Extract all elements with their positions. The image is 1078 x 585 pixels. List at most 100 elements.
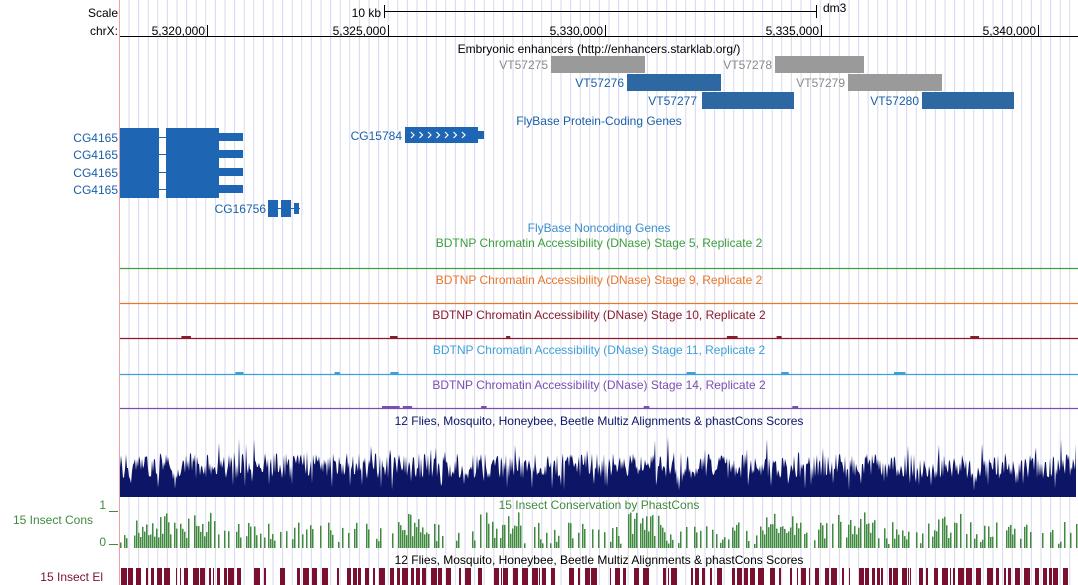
dnase-track-title[interactable]: BDTNP Chromatin Accessibility (DNase) St…	[436, 236, 763, 250]
gene-label[interactable]: CG16756	[215, 202, 267, 216]
cons-bar	[874, 520, 876, 548]
cons-bar	[414, 522, 416, 548]
dnase-track-title[interactable]: BDTNP Chromatin Accessibility (DNase) St…	[432, 378, 766, 392]
cons-track-signal[interactable]	[120, 512, 1078, 548]
cons-bar	[520, 525, 522, 548]
elements-track-blocks[interactable]	[121, 568, 1068, 585]
cons-bar	[620, 543, 622, 548]
conserved-element	[151, 568, 154, 585]
cons-bar	[826, 523, 828, 548]
cons-bar	[206, 532, 208, 548]
conserved-element	[411, 568, 414, 585]
gene-cg4165-isoform[interactable]: CG4165	[73, 180, 243, 198]
conserved-element	[790, 568, 792, 585]
dnase-track-title[interactable]: BDTNP Chromatin Accessibility (DNase) St…	[433, 343, 766, 357]
enhancer-vt57280[interactable]	[922, 92, 1014, 109]
cons-bar	[878, 538, 880, 548]
enhancer-label[interactable]: VT57278	[723, 58, 772, 72]
gene-label[interactable]: CG4165	[73, 166, 118, 180]
cons-bar	[250, 526, 252, 548]
enhancer-vt57276[interactable]	[627, 74, 721, 91]
conserved-element	[809, 568, 810, 585]
multiz-track-title[interactable]: 12 Flies, Mosquito, Honeybee, Beetle Mul…	[395, 414, 804, 428]
enhancer-vt57275[interactable]	[551, 56, 645, 73]
conserved-element	[758, 568, 764, 585]
enhancers-track[interactable]: VT57275 VT57276 VT57277 VT57278 VT57279 VT572…	[499, 56, 1014, 109]
enhancer-label[interactable]: VT57275	[499, 58, 548, 72]
cons-bar	[378, 541, 380, 548]
enhancer-label[interactable]: VT57276	[575, 76, 624, 90]
gene-cg15784[interactable]: CG15784	[351, 127, 484, 143]
conserved-element	[825, 568, 829, 585]
cons-bar	[654, 536, 656, 548]
protein-coding-track-title[interactable]: FlyBase Protein-Coding Genes	[516, 114, 681, 128]
cons-bar	[922, 533, 924, 548]
elements-side-label[interactable]: 15 Insect El	[40, 570, 103, 584]
dnase-track-stage[interactable]: BDTNP Chromatin Accessibility (DNase) St…	[120, 343, 1078, 376]
cons-bar	[832, 523, 834, 548]
cons-bar	[198, 526, 200, 548]
cons-bar	[572, 538, 574, 548]
dnase-peak	[792, 406, 799, 408]
enhancer-vt57278[interactable]	[775, 56, 864, 73]
dnase-peak	[334, 372, 340, 374]
conserved-element	[1015, 568, 1020, 585]
cons-side-label[interactable]: 15 Insect Cons	[13, 513, 93, 527]
cons-bar	[792, 516, 794, 548]
strand-arrow	[461, 131, 466, 139]
conserved-element	[966, 568, 972, 585]
cons-bar	[124, 535, 126, 548]
conserved-element	[910, 568, 911, 585]
dnase-track-stage[interactable]: BDTNP Chromatin Accessibility (DNase) St…	[120, 308, 1078, 340]
gene-cg16756[interactable]: CG16756	[215, 200, 300, 217]
cons-bar	[818, 529, 820, 548]
gene-cg4165-isoform[interactable]: CG4165	[73, 163, 243, 181]
cons-bar	[784, 528, 786, 548]
dnase-peak	[686, 372, 696, 374]
enhancer-label[interactable]: VT57280	[870, 94, 919, 108]
cons-bar	[512, 528, 514, 548]
enhancer-label[interactable]: VT57279	[796, 76, 845, 90]
gene-label[interactable]: CG4165	[73, 183, 118, 197]
dnase-track-stage[interactable]: BDTNP Chromatin Accessibility (DNase) St…	[120, 273, 1078, 305]
cons-bar	[292, 539, 294, 548]
gene-cg4165-isoform[interactable]: CG4165	[73, 145, 243, 163]
conserved-element	[893, 568, 898, 585]
dnase-track-title[interactable]: BDTNP Chromatin Accessibility (DNase) St…	[432, 308, 766, 322]
conserved-element	[779, 568, 781, 585]
elements-track-title[interactable]: 12 Flies, Mosquito, Honeybee, Beetle Mul…	[395, 553, 804, 567]
gene-label[interactable]: CG4165	[73, 148, 118, 162]
cons-bar	[392, 533, 394, 548]
cons-bar	[424, 534, 426, 548]
cons-bar	[1020, 538, 1022, 548]
dnase-track-stage[interactable]: BDTNP Chromatin Accessibility (DNase) St…	[120, 236, 1078, 270]
cons-bar	[650, 516, 652, 548]
cons-bar	[734, 530, 736, 548]
cons-bar	[604, 532, 606, 548]
cons-bar	[160, 517, 162, 548]
cons-track-title[interactable]: 15 Insect Conservation by PhastCons	[499, 498, 700, 512]
gene-cg4165-isoform[interactable]: CG4165	[73, 128, 243, 146]
enhancer-vt57279[interactable]	[848, 74, 942, 91]
dnase-track-stage[interactable]: BDTNP Chromatin Accessibility (DNase) St…	[120, 378, 1078, 410]
protein-coding-track[interactable]: CG4165 CG4165 CG4165 CG4165 CG15784 CG16756	[73, 127, 484, 217]
dnase-tracks[interactable]: BDTNP Chromatin Accessibility (DNase) St…	[120, 236, 1078, 410]
cons-bar	[768, 527, 770, 548]
cons-bar	[872, 522, 874, 548]
multiz-track-signal[interactable]	[120, 436, 1076, 497]
cons-bar	[866, 524, 868, 548]
noncoding-track-title[interactable]: FlyBase Noncoding Genes	[528, 221, 671, 235]
cons-bar	[422, 527, 424, 548]
cons-bar	[1014, 528, 1016, 548]
enhancer-label[interactable]: VT57277	[648, 94, 697, 108]
enhancer-vt57277[interactable]	[702, 92, 794, 109]
gene-label[interactable]: CG4165	[73, 131, 118, 145]
cons-bar	[762, 530, 764, 548]
dnase-track-title[interactable]: BDTNP Chromatin Accessibility (DNase) St…	[436, 273, 763, 287]
cons-bar	[738, 522, 740, 548]
enhancers-track-title[interactable]: Embryonic enhancers (http://enhancers.st…	[458, 42, 741, 56]
gene-label[interactable]: CG15784	[351, 129, 403, 143]
conserved-element	[503, 568, 508, 585]
conserved-element	[1004, 568, 1006, 585]
